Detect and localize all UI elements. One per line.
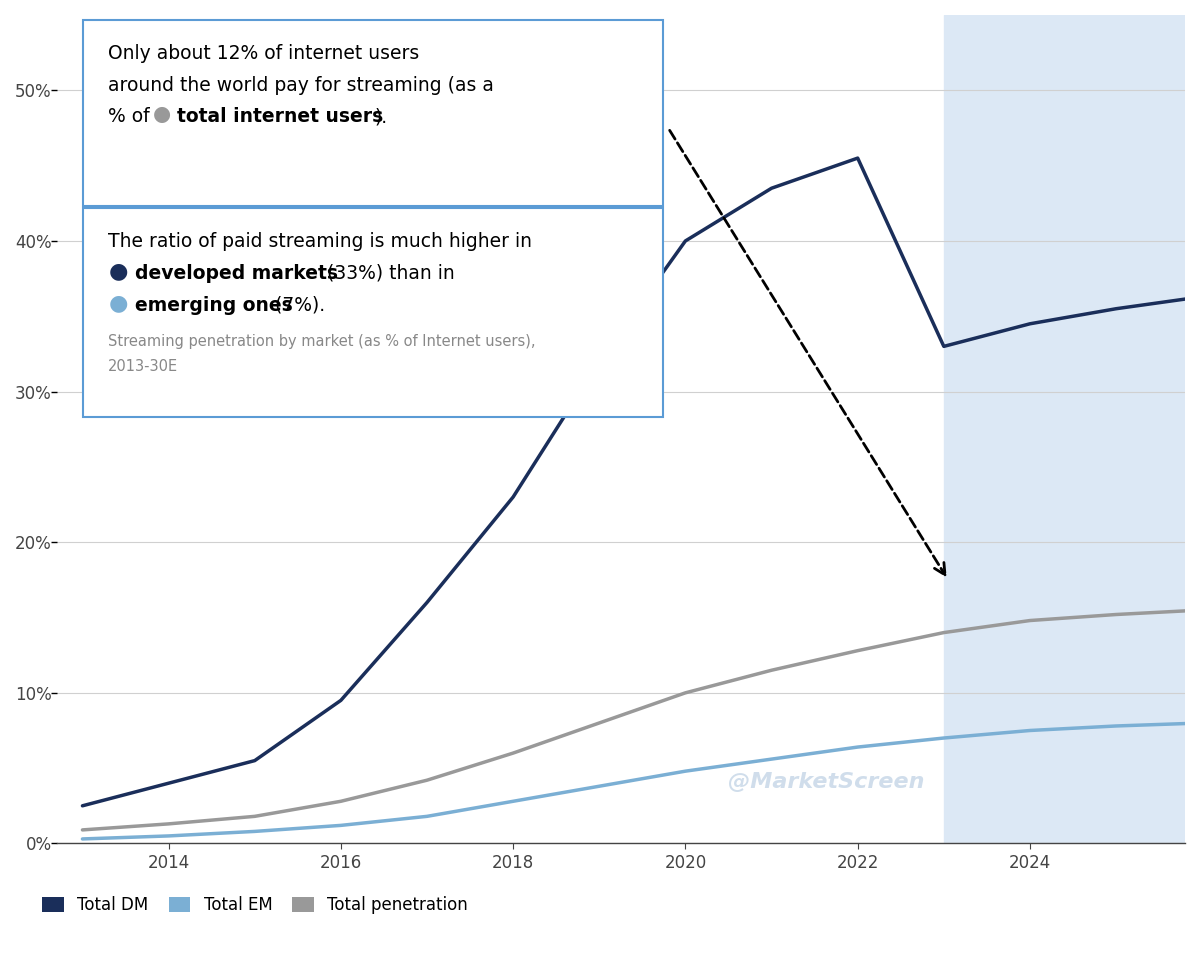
Text: ●: ● [152, 104, 172, 124]
Text: Streaming penetration by market (as % of Internet users),: Streaming penetration by market (as % of… [108, 334, 536, 349]
Text: developed markets: developed markets [134, 264, 337, 282]
Bar [944, 15, 1200, 844]
Text: % of: % of [108, 107, 156, 126]
Text: around the world pay for streaming (as a: around the world pay for streaming (as a [108, 75, 494, 94]
Text: ●: ● [108, 293, 127, 312]
Text: @MarketScreen: @MarketScreen [728, 772, 925, 792]
Text: (33%) than in: (33%) than in [320, 264, 455, 282]
Text: emerging ones: emerging ones [134, 296, 293, 314]
Legend: Total DM, Total EM, Total penetration: Total DM, Total EM, Total penetration [42, 896, 468, 914]
Text: total internet users: total internet users [176, 107, 383, 126]
Text: The ratio of paid streaming is much higher in: The ratio of paid streaming is much high… [108, 232, 533, 251]
Text: ●: ● [108, 261, 127, 281]
Text: 2013-30E: 2013-30E [108, 359, 179, 374]
Text: Only about 12% of internet users: Only about 12% of internet users [108, 43, 420, 63]
Text: ).: ). [374, 107, 388, 126]
FancyArrowPatch shape [670, 130, 946, 575]
Text: (7%).: (7%). [269, 296, 325, 314]
